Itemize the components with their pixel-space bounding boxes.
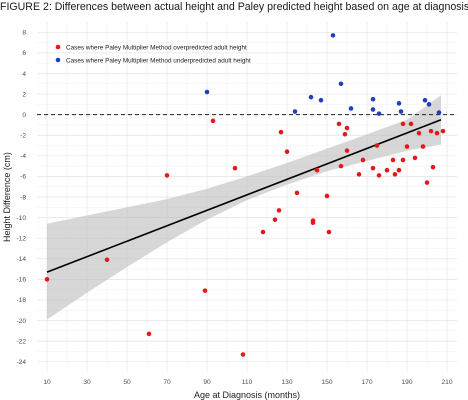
x-axis-label: Age at Diagnosis (months)	[194, 390, 300, 400]
legend-marker	[55, 57, 61, 63]
underpredicted-point	[370, 107, 376, 112]
y-tick-label: -10	[16, 215, 26, 222]
underpredicted-point	[396, 101, 402, 106]
y-tick-label: -24	[16, 359, 26, 366]
underpredicted-point	[308, 94, 314, 100]
overpredicted-point	[342, 131, 348, 137]
underpredicted-point	[348, 106, 354, 111]
y-tick-label: -18	[16, 297, 26, 304]
overpredicted-point	[240, 352, 246, 357]
overpredicted-point	[412, 155, 418, 161]
overpredicted-point	[278, 129, 284, 135]
x-tick-label: 130	[281, 379, 292, 386]
overpredicted-point	[284, 149, 290, 155]
overpredicted-point	[326, 229, 332, 235]
legend-label: Cases where Paley Multiplier Method unde…	[66, 57, 251, 64]
overpredicted-point	[390, 157, 396, 163]
overpredicted-point	[202, 288, 208, 293]
y-tick-label: 2	[22, 91, 26, 98]
chart-title: FIGURE 2: Differences between actual hei…	[0, 1, 468, 13]
underpredicted-point	[204, 89, 210, 95]
overpredicted-point	[210, 118, 216, 124]
overpredicted-point	[232, 165, 238, 171]
y-tick-label: -4	[20, 153, 26, 160]
legend-label: Cases where Paley Multiplier Method over…	[66, 44, 247, 51]
overpredicted-point	[310, 220, 316, 226]
x-tick-label: 170	[361, 379, 372, 386]
x-tick-label: 150	[321, 379, 332, 386]
overpredicted-point	[424, 180, 430, 185]
underpredicted-point	[426, 102, 432, 107]
confidence-band	[47, 95, 441, 320]
overpredicted-point	[344, 125, 350, 131]
x-tick-label: 110	[242, 379, 253, 386]
overpredicted-point	[404, 144, 410, 149]
underpredicted-point	[436, 110, 442, 115]
overpredicted-point	[344, 148, 350, 153]
overpredicted-point	[408, 121, 414, 127]
underpredicted-point	[338, 81, 344, 87]
overpredicted-point	[104, 257, 110, 263]
overpredicted-point	[400, 157, 406, 163]
overpredicted-point	[44, 277, 50, 282]
overpredicted-point	[400, 121, 406, 127]
overpredicted-point	[146, 331, 152, 337]
x-tick-label: 30	[83, 379, 91, 386]
overpredicted-point	[360, 157, 366, 163]
overpredicted-point	[324, 193, 330, 199]
underpredicted-point	[318, 97, 324, 103]
y-tick-label: -14	[16, 256, 26, 263]
y-tick-label: -8	[20, 194, 26, 201]
x-tick-label: 70	[163, 379, 171, 386]
y-tick-label: -20	[16, 318, 26, 325]
y-tick-label: -16	[16, 277, 26, 284]
overpredicted-point	[164, 173, 170, 178]
underpredicted-point	[370, 96, 376, 102]
x-tick-label: 50	[123, 379, 131, 386]
x-tick-label: 90	[203, 379, 211, 386]
underpredicted-point	[292, 109, 298, 114]
overpredicted-point	[276, 208, 282, 213]
y-tick-label: 6	[22, 50, 26, 57]
overpredicted-point	[396, 167, 402, 173]
overpredicted-point	[314, 167, 320, 173]
x-tick-label: 190	[401, 379, 412, 386]
underpredicted-point	[422, 97, 428, 103]
underpredicted-point	[330, 33, 336, 38]
overpredicted-point	[272, 217, 278, 222]
overpredicted-point	[260, 229, 266, 235]
y-tick-label: -22	[16, 338, 26, 345]
overpredicted-point	[416, 130, 422, 136]
overpredicted-point	[434, 130, 440, 136]
overpredicted-point	[384, 167, 390, 173]
legend-marker	[55, 44, 61, 50]
overpredicted-point	[356, 172, 362, 177]
y-tick-label: 8	[22, 30, 26, 37]
overpredicted-point	[376, 173, 382, 178]
y-tick-label: -6	[20, 174, 26, 181]
overpredicted-point	[392, 172, 398, 177]
x-tick-label: 10	[43, 379, 51, 386]
y-tick-label: -2	[20, 133, 26, 140]
underpredicted-point	[376, 111, 382, 116]
overpredicted-point	[374, 143, 380, 148]
overpredicted-point	[336, 121, 342, 127]
y-tick-label: -12	[16, 235, 26, 242]
regression-line	[46, 119, 442, 273]
overpredicted-point	[370, 165, 376, 171]
overpredicted-point	[338, 163, 344, 169]
overpredicted-point	[428, 128, 434, 134]
underpredicted-point	[398, 109, 404, 114]
y-tick-label: 0	[22, 112, 26, 119]
overpredicted-point	[430, 164, 436, 170]
overpredicted-point	[420, 144, 426, 149]
overpredicted-point	[440, 128, 446, 134]
y-axis-label: Height Difference (cm)	[2, 152, 12, 242]
overpredicted-point	[294, 190, 300, 196]
y-tick-label: 4	[22, 71, 26, 78]
x-tick-label: 210	[441, 379, 452, 386]
